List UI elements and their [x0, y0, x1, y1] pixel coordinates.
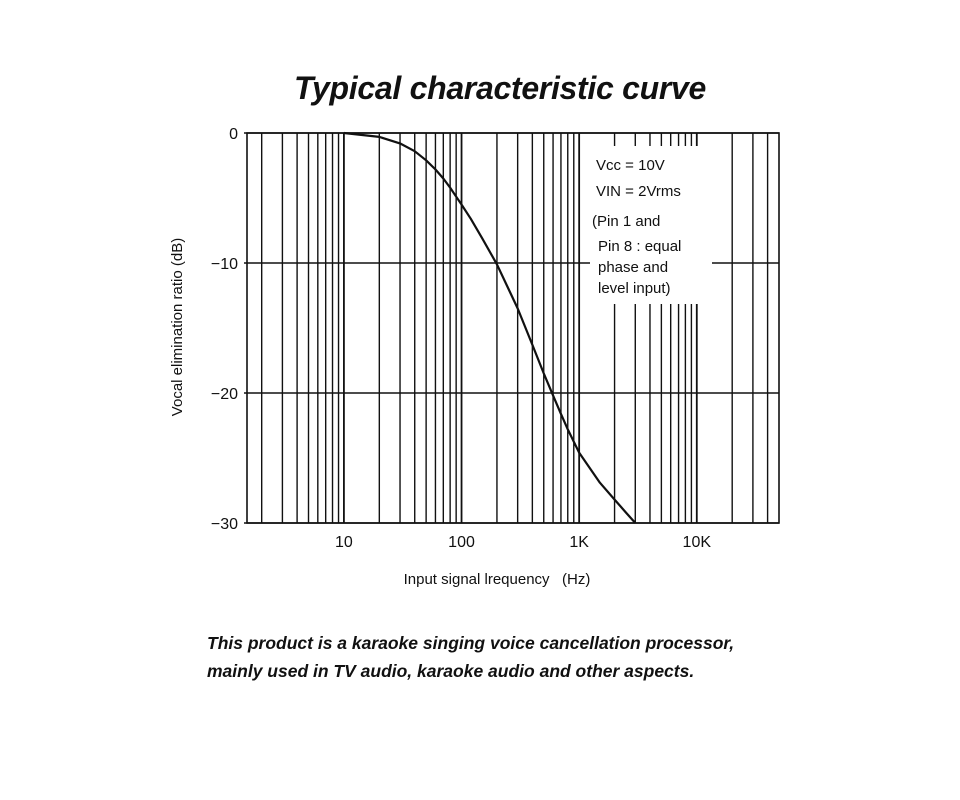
- y-tick-label: −30: [211, 516, 238, 533]
- y-tick-label: 0: [229, 126, 238, 143]
- annotation-line: Vcc = 10V: [596, 157, 665, 174]
- annotation-box: [590, 146, 712, 304]
- annotation-line: level input): [598, 280, 671, 297]
- caption-line: mainly used in TV audio, karaoke audio a…: [207, 661, 695, 681]
- x-tick-labels: 10 100 1K 10K: [335, 534, 711, 551]
- response-curve: [343, 131, 637, 524]
- annotation-line: (Pin 1 and: [592, 213, 660, 230]
- caption-line: This product is a karaoke singing voice …: [207, 633, 735, 653]
- product-caption: This product is a karaoke singing voice …: [207, 629, 907, 685]
- x-tick-label: 100: [448, 534, 475, 551]
- annotation-text: Vcc = 10V VIN = 2Vrms (Pin 1 and Pin 8 : eq…: [592, 157, 681, 297]
- page-title: Typical characteristic curve: [294, 70, 706, 106]
- chart-grid: [244, 132, 779, 524]
- x-tick-label: 1K: [569, 534, 589, 551]
- plot-frame: [246, 132, 780, 524]
- annotation-line: Pin 8 : equal: [598, 238, 681, 255]
- y-axis-label: Vocal elimination ratio (dB): [169, 238, 186, 416]
- annotation-line: VIN = 2Vrms: [596, 183, 681, 200]
- annotation-line: phase and: [598, 259, 668, 276]
- y-tick-label: −20: [211, 386, 238, 403]
- x-tick-label: 10K: [683, 534, 712, 551]
- x-axis-label: Input signal lrequency (Hz): [404, 571, 591, 588]
- y-tick-labels: 0 −10 −20 −30: [211, 126, 238, 533]
- y-tick-label: −10: [211, 256, 238, 273]
- x-tick-label: 10: [335, 534, 353, 551]
